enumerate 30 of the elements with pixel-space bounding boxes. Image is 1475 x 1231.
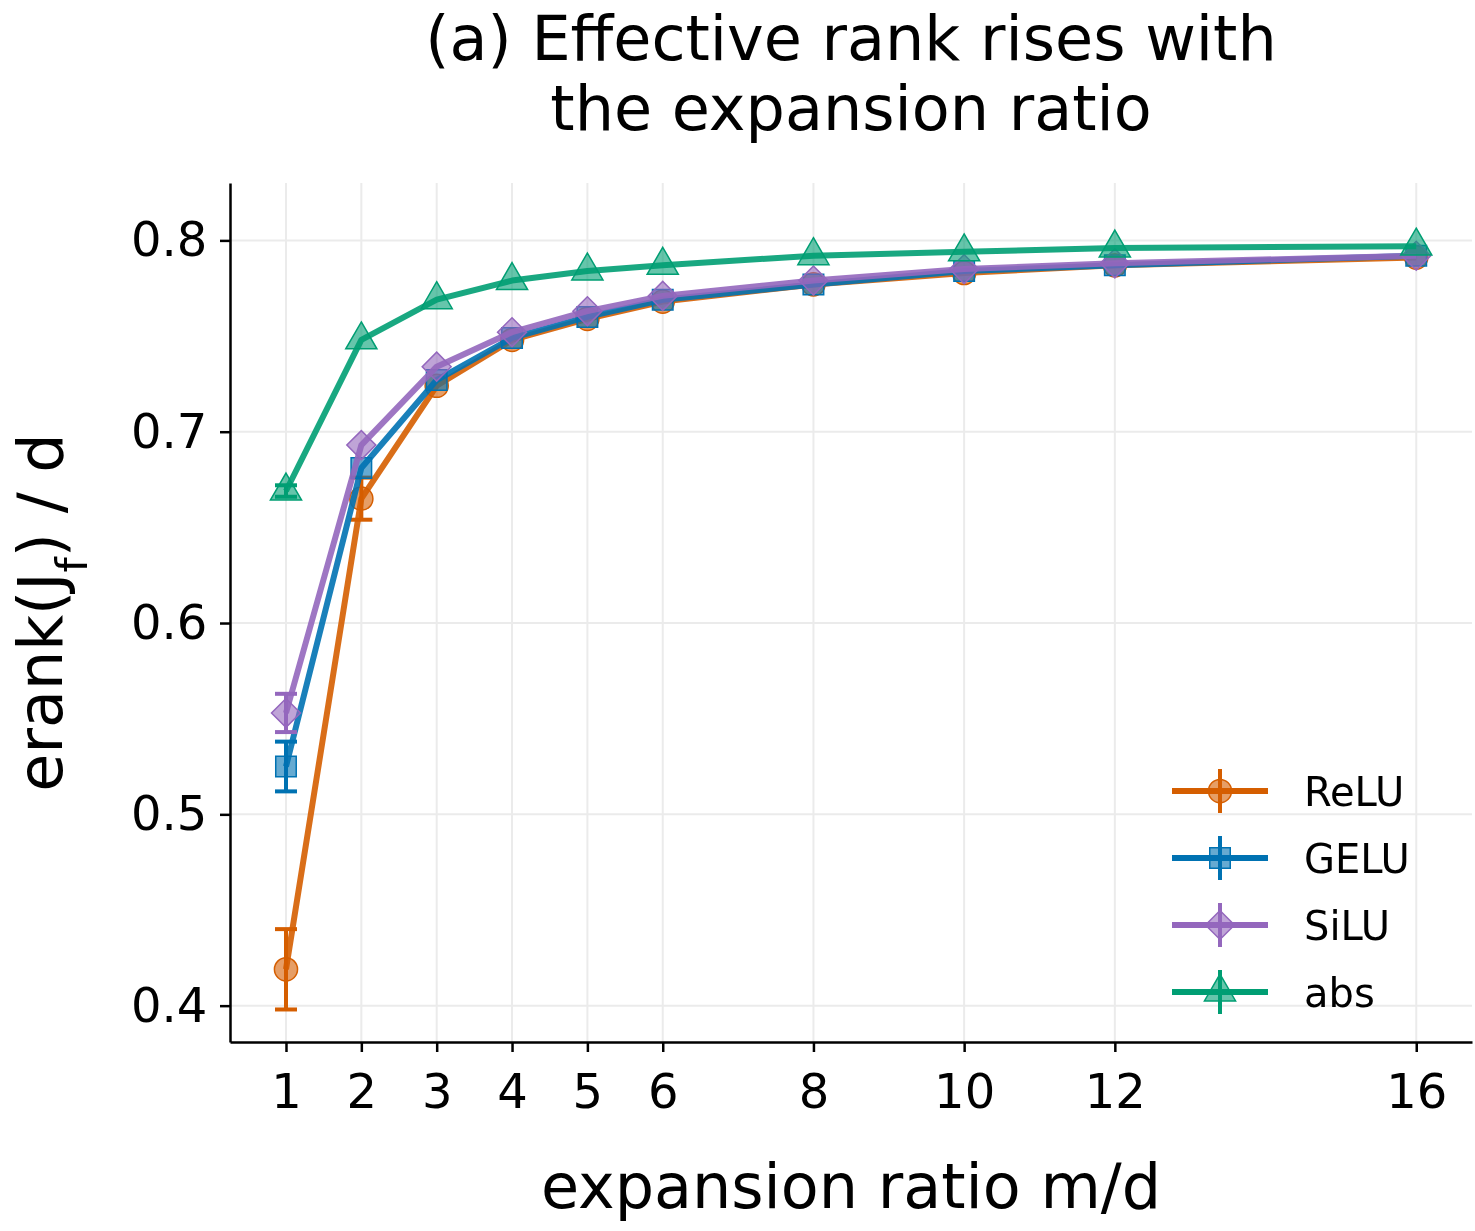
y-tick-label: 0.6 [131, 593, 208, 650]
x-tick-label: 5 [572, 1062, 604, 1119]
x-tick-label: 16 [1386, 1062, 1448, 1119]
point [496, 316, 528, 348]
point [572, 295, 603, 327]
x-tick-label: 12 [1084, 1062, 1146, 1119]
chart-title: (a) Effective rank rises with the expansion ratio [425, 2, 1277, 145]
point [647, 280, 678, 312]
y-tick-label: 0.8 [131, 211, 208, 268]
legend-label: ReLU [1304, 769, 1405, 815]
x-tick-label: 10 [934, 1062, 996, 1119]
y-tick-label: 0.4 [131, 976, 208, 1033]
y-tick-label: 0.7 [131, 402, 208, 459]
point [270, 697, 302, 729]
x-tick-label: 2 [346, 1062, 378, 1119]
point [421, 351, 452, 382]
x-tick-label: 8 [798, 1062, 830, 1119]
point [346, 429, 377, 461]
x-tick-label: 3 [421, 1062, 453, 1119]
point [274, 755, 297, 778]
x-tick-label: 4 [497, 1062, 528, 1119]
legend-label: GELU [1304, 836, 1410, 882]
legend-label: abs [1304, 970, 1375, 1016]
legend-label: SiLU [1304, 903, 1391, 949]
y-tick-label: 0.5 [131, 785, 208, 842]
x-axis-title: expansion ratio m/d [540, 1150, 1162, 1223]
x-tick-label: 6 [647, 1062, 679, 1119]
x-tick-label: 1 [271, 1062, 302, 1119]
point [273, 957, 299, 982]
point [798, 265, 829, 296]
